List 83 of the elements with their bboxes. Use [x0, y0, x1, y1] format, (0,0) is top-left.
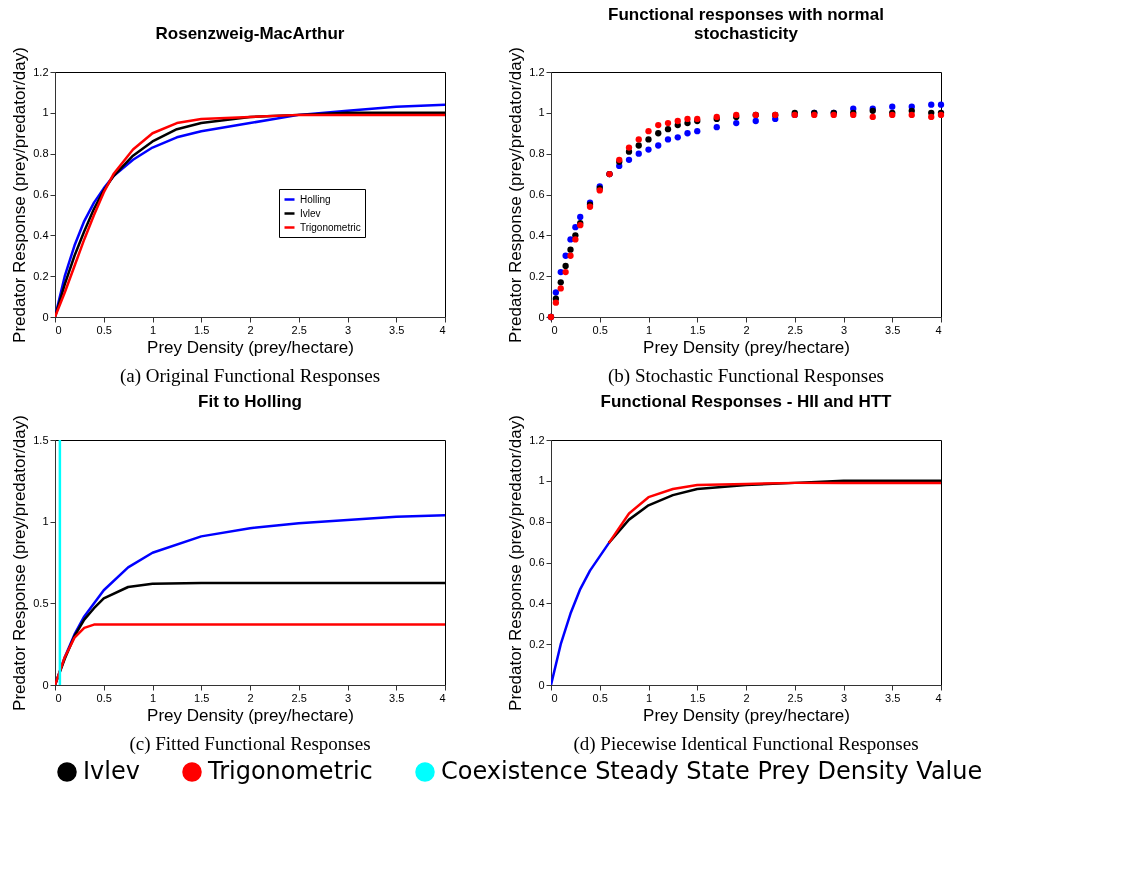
x-tick-label: 0.5 — [96, 323, 112, 336]
x-tick-label: 2 — [247, 691, 254, 704]
chart-title: Functional responses with normal stochasticity — [608, 4, 884, 43]
y-axis-title: Predator Response (prey/predator/day) — [10, 415, 30, 711]
y-tick-label: 1 — [538, 474, 545, 487]
x-tick-label: 3 — [344, 691, 352, 704]
x-tick-label: 1.5 — [194, 323, 210, 336]
x-tick-label: 3 — [840, 691, 848, 704]
x-tick-label: 3.5 — [885, 323, 901, 336]
x-tick-label: 1 — [645, 323, 653, 336]
legend-label: Trigonometric — [207, 757, 373, 785]
y-tick-label: 0.8 — [33, 147, 49, 160]
x-tick-label: 4 — [935, 691, 942, 704]
x-axis-title: Prey Density (prey/hectare) — [147, 337, 354, 357]
x-axis-title: Prey Density (prey/hectare) — [147, 705, 354, 725]
text: (a) Original Functional Responses — [119, 365, 381, 387]
legend-label: Holling — [300, 193, 331, 205]
y-tick-label: 0.6 — [33, 188, 49, 200]
x-tick-label: 4 — [935, 323, 942, 336]
y-axis-title: Predator Response (prey/predator/day) — [10, 47, 30, 343]
text: (b) Stochastic Functional Responses — [608, 365, 884, 387]
legend-label: Coexistence Steady State Prey Density Value — [441, 757, 983, 785]
legend-label: Trigonometric — [300, 221, 361, 233]
x-tick-label: 2.5 — [291, 323, 307, 336]
x-axis-title: Prey Density (prey/hectare) — [643, 705, 850, 725]
x-tick-label: 0.5 — [96, 691, 112, 704]
y-tick-label: 1.2 — [33, 65, 49, 78]
x-tick-label: 0.5 — [592, 691, 608, 704]
x-tick-label: 0 — [55, 323, 62, 336]
chart-title: Fit to Holling — [198, 391, 302, 411]
x-tick-label: 3 — [344, 323, 352, 336]
y-tick-label: 0 — [42, 310, 49, 323]
y-tick-label: 0.6 — [529, 556, 545, 568]
y-tick-label: 0.8 — [529, 147, 545, 160]
text: (d) Piecewise Identical Functional Responses — [573, 733, 919, 755]
x-tick-label: 0.5 — [592, 323, 608, 336]
x-tick-label: 1.5 — [690, 323, 706, 336]
x-tick-label: 4 — [439, 691, 446, 704]
y-tick-label: 0 — [42, 678, 49, 691]
y-tick-label: 1 — [42, 106, 49, 119]
y-axis-title: Predator Response (prey/predator/day) — [506, 415, 526, 711]
chart-title: Rosenzweig-MacArthur — [155, 23, 345, 43]
x-tick-label: 2.5 — [787, 691, 803, 704]
x-tick-label: 3.5 — [389, 323, 405, 336]
y-tick-label: 1.5 — [33, 433, 49, 446]
y-tick-label: 0.4 — [529, 228, 545, 241]
x-tick-label: 1 — [149, 691, 157, 704]
x-tick-label: 1.5 — [690, 691, 706, 704]
y-tick-label: 0.4 — [529, 596, 545, 609]
x-tick-label: 2 — [247, 323, 254, 336]
y-tick-label: 1.2 — [529, 65, 545, 78]
chart-title: Functional Responses - HII and HTT — [600, 391, 893, 411]
text: (c) Fitted Functional Responses — [129, 733, 371, 755]
y-tick-label: 0.5 — [33, 596, 49, 609]
y-axis-title: Predator Response (prey/predator/day) — [506, 47, 526, 343]
x-tick-label: 3 — [840, 323, 848, 336]
x-tick-label: 2.5 — [291, 691, 307, 704]
y-tick-label: 0.6 — [529, 188, 545, 200]
x-tick-label: 1 — [645, 691, 653, 704]
x-tick-label: 4 — [439, 323, 446, 336]
x-tick-label: 0 — [551, 691, 558, 704]
x-tick-label: 1.5 — [194, 691, 210, 704]
x-tick-label: 0 — [55, 691, 62, 704]
y-tick-label: 1 — [42, 515, 49, 528]
y-tick-label: 0 — [538, 678, 545, 691]
y-tick-label: 0 — [538, 310, 545, 323]
x-tick-label: 0 — [551, 323, 558, 336]
x-axis-title: Prey Density (prey/hectare) — [643, 337, 850, 357]
y-tick-label: 1 — [538, 106, 545, 119]
y-tick-label: 0.2 — [529, 269, 545, 282]
legend-label: Ivlev — [300, 207, 321, 219]
y-tick-label: 1.2 — [529, 433, 545, 446]
legend-label: Ivlev — [83, 757, 140, 785]
y-tick-label: 0.8 — [529, 515, 545, 528]
x-tick-label: 2.5 — [787, 323, 803, 336]
y-tick-label: 0.2 — [33, 269, 49, 282]
x-tick-label: 2 — [743, 691, 750, 704]
y-tick-label: 0.2 — [529, 637, 545, 650]
x-tick-label: 3.5 — [389, 691, 405, 704]
y-tick-label: 0.4 — [33, 228, 49, 241]
x-tick-label: 1 — [149, 323, 157, 336]
x-tick-label: 3.5 — [885, 691, 901, 704]
x-tick-label: 2 — [743, 323, 750, 336]
